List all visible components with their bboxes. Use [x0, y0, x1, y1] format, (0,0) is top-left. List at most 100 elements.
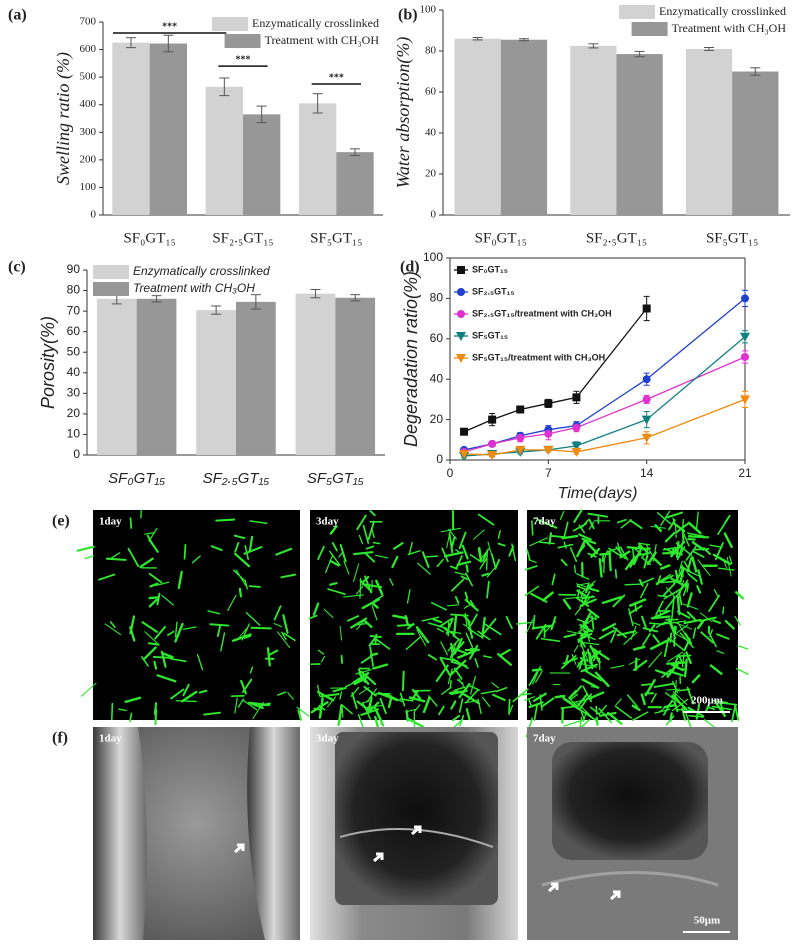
cell	[612, 626, 627, 639]
cell	[667, 651, 684, 662]
cell	[580, 638, 586, 648]
cell	[169, 657, 187, 663]
cell	[562, 598, 572, 610]
cell	[358, 687, 370, 695]
cell	[662, 582, 676, 596]
cell	[449, 659, 467, 676]
cell	[672, 517, 676, 525]
cell	[481, 572, 490, 577]
cell	[360, 708, 379, 716]
cell	[355, 669, 372, 675]
error-bar	[312, 93, 323, 114]
cell	[588, 587, 600, 593]
cell	[536, 518, 558, 529]
cell	[561, 534, 579, 540]
cell	[182, 683, 190, 697]
data-point	[572, 393, 581, 402]
cell	[267, 649, 279, 657]
cell	[528, 701, 544, 709]
cell	[161, 594, 174, 606]
cell	[477, 630, 491, 641]
cell	[663, 638, 670, 658]
bar	[96, 298, 137, 455]
arrow	[373, 852, 384, 863]
y-tick-label: 40	[430, 371, 444, 385]
cell	[375, 579, 384, 596]
chart-panel: (b) 0 20 40 60 80 100 Water absorption(%) SF₀GT₁…	[393, 4, 790, 246]
cell	[700, 631, 714, 644]
cell	[583, 611, 592, 627]
cell	[665, 587, 676, 598]
cell	[339, 625, 343, 641]
cell	[696, 585, 702, 594]
data-point	[740, 332, 750, 342]
cell	[446, 528, 452, 549]
day-label: 7day	[533, 733, 556, 745]
cell	[728, 555, 733, 565]
cell	[447, 604, 460, 607]
cell	[671, 694, 688, 710]
cell	[465, 707, 471, 721]
cell	[508, 698, 511, 715]
cell	[678, 560, 683, 573]
cell	[353, 563, 360, 582]
cell	[401, 670, 405, 692]
cell	[467, 628, 482, 638]
bar	[570, 45, 617, 215]
x-axis-label: Time(days)	[558, 485, 638, 502]
legend-label: Treatment with CH₃OH	[133, 281, 255, 295]
cell	[666, 511, 683, 519]
series-line	[463, 297, 746, 451]
x-tick-label: SF₀GT₁₅	[475, 230, 527, 246]
cell	[497, 542, 506, 547]
x-tick-label: SF₅GT₁₅	[307, 470, 364, 487]
cell	[665, 596, 677, 611]
cell	[109, 621, 116, 629]
cell	[458, 698, 464, 713]
cell	[439, 656, 458, 662]
cell	[358, 668, 363, 678]
cell	[118, 708, 127, 712]
cell	[531, 520, 534, 536]
cell	[512, 688, 529, 703]
cell	[282, 614, 289, 634]
cell	[329, 559, 340, 567]
cell	[687, 521, 702, 535]
cell	[616, 518, 627, 524]
cell	[524, 565, 538, 571]
cell	[148, 538, 159, 553]
cell	[697, 559, 711, 576]
cell	[716, 650, 725, 654]
cell	[469, 613, 478, 627]
cell	[181, 690, 198, 703]
cell	[481, 616, 486, 639]
cell	[411, 690, 419, 701]
x-tick-label: SF₂.₅GT₁₅	[212, 230, 273, 246]
data-point	[641, 433, 652, 443]
cell	[384, 694, 393, 697]
cell	[203, 711, 221, 716]
cell	[486, 566, 496, 578]
scale-bar-label: 50μm	[694, 915, 720, 927]
cell	[457, 649, 478, 659]
cell	[708, 631, 717, 648]
cell	[516, 621, 533, 625]
bar	[136, 298, 177, 455]
cell	[714, 542, 724, 560]
cell	[481, 547, 491, 558]
cell	[588, 615, 597, 621]
data-point	[516, 405, 525, 414]
cell	[620, 519, 632, 529]
cell	[666, 620, 687, 625]
cell	[243, 546, 263, 555]
cell	[353, 551, 374, 556]
cell	[242, 700, 258, 711]
cell	[577, 634, 587, 643]
cell	[691, 550, 705, 558]
cell	[144, 532, 154, 535]
cell	[361, 575, 370, 584]
bar	[299, 103, 337, 215]
cell	[454, 571, 466, 576]
cell	[634, 602, 638, 612]
cell	[685, 651, 692, 665]
